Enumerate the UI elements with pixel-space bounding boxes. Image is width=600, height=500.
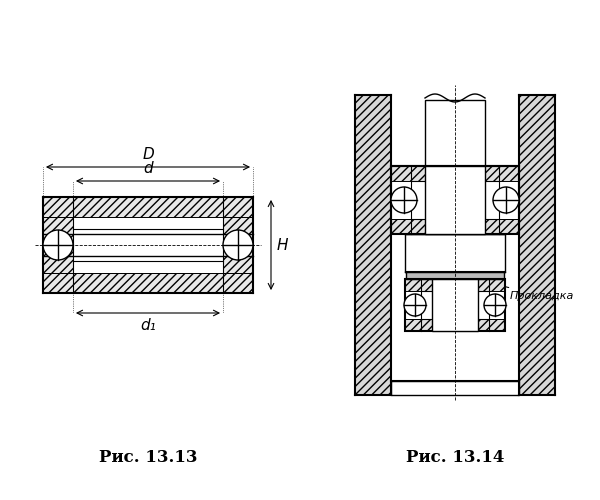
Bar [391,219,519,234]
Bar [391,181,519,219]
Bar [405,291,505,319]
Text: H: H [277,238,289,252]
Bar [425,100,485,175]
Bar [405,319,505,331]
Text: Прокладка: Прокладка [467,276,574,301]
Text: d₁: d₁ [140,318,156,333]
Bar [406,272,504,279]
Bar [355,95,391,395]
Bar [519,95,555,395]
Bar [43,273,253,293]
Circle shape [404,294,426,316]
Circle shape [43,230,73,260]
Bar [223,217,253,273]
Circle shape [391,187,417,213]
Text: D: D [142,147,154,162]
Bar [432,279,478,331]
Bar [519,95,555,395]
Bar [73,217,223,273]
Bar [43,217,73,273]
Bar [405,319,505,331]
Bar [405,279,505,291]
Bar [391,166,519,234]
Bar [355,95,391,395]
Bar [405,279,505,291]
Bar [391,95,519,395]
Bar [425,166,485,234]
Bar [405,319,505,331]
Bar [43,217,73,273]
Bar [391,166,519,181]
Circle shape [493,187,519,213]
Bar [391,381,519,395]
Bar [43,197,253,217]
Bar [223,217,253,273]
Bar [405,279,505,291]
Bar [405,279,505,331]
Bar [391,95,519,166]
Bar [43,273,253,293]
Bar [391,166,519,181]
Text: d: d [143,161,153,176]
Bar [43,197,253,217]
Bar [519,95,555,395]
Bar [355,95,391,395]
Circle shape [484,294,506,316]
Bar [405,234,505,272]
Bar [43,217,73,273]
Text: Рис. 13.14: Рис. 13.14 [406,450,504,466]
Bar [391,166,519,181]
Circle shape [223,230,253,260]
Bar [223,217,253,273]
Bar [391,219,519,234]
Bar [391,219,519,234]
Bar [43,273,253,293]
Bar [43,197,253,217]
Text: Рис. 13.13: Рис. 13.13 [99,450,197,466]
